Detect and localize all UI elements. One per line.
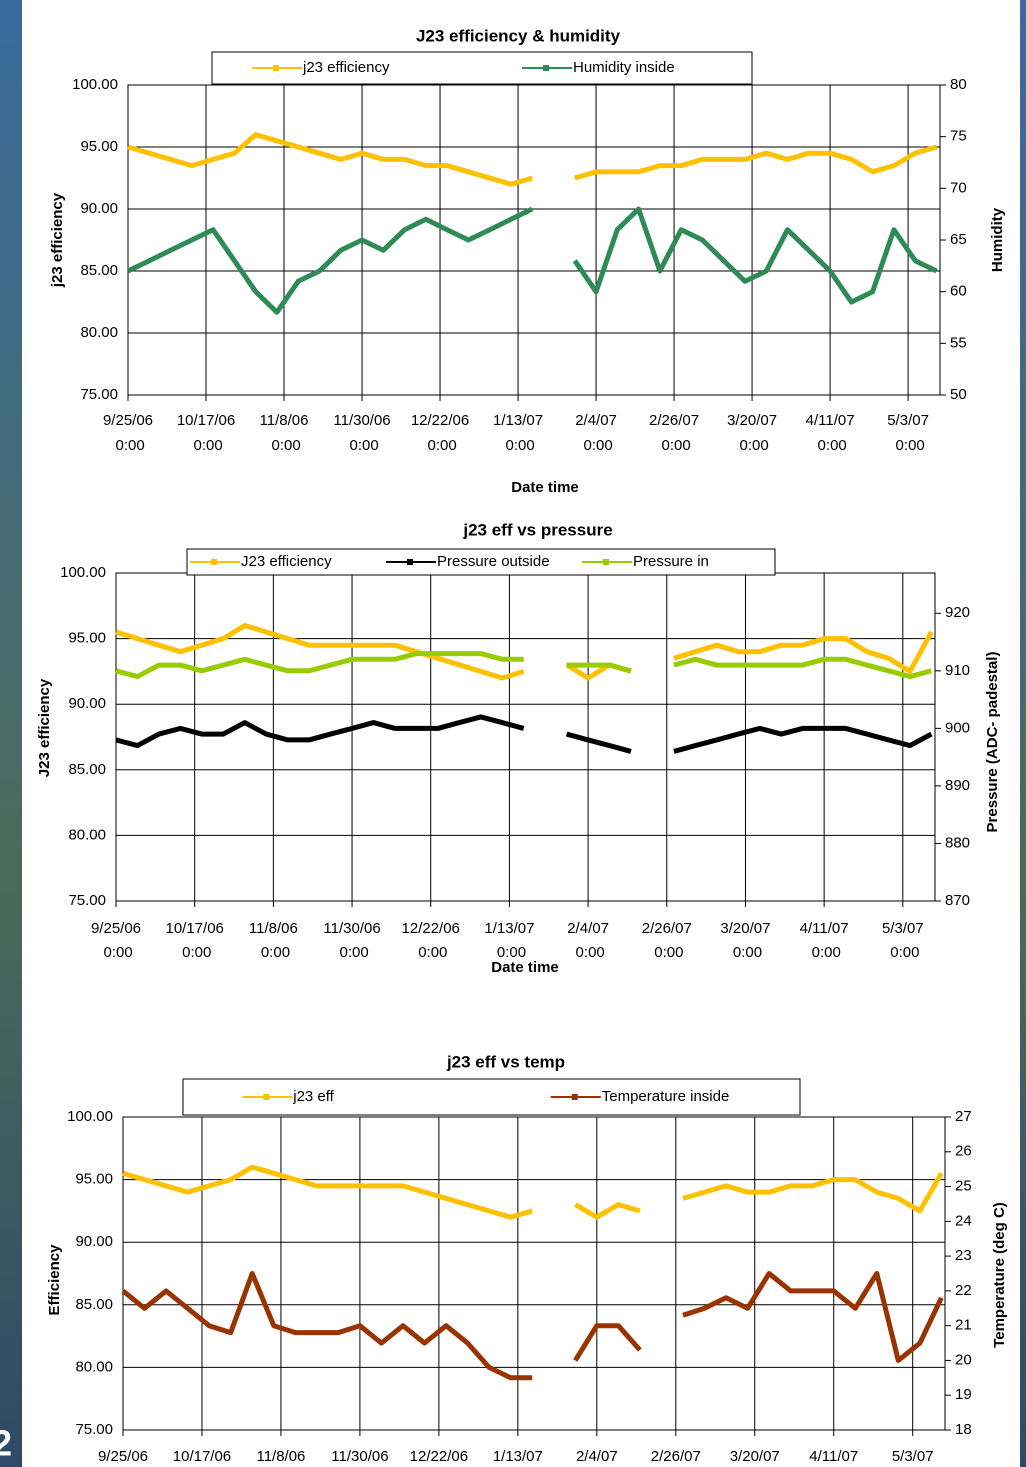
x-axis-title: Date time (491, 959, 559, 976)
y2-tick-label: 880 (945, 834, 970, 851)
legend-marker (407, 559, 413, 565)
y-tick-label: 90.00 (68, 695, 106, 712)
y-tick-label: 80.00 (68, 826, 106, 843)
y2-tick-label: 50 (950, 386, 967, 403)
chart-title: j23 eff vs pressure (462, 520, 612, 539)
x-tick-label: 3/20/07 (730, 1448, 780, 1465)
y2-tick-label: 18 (955, 1421, 972, 1438)
x-tick-label: 2/26/07 (651, 1448, 701, 1465)
y2-tick-label: 890 (945, 777, 970, 794)
y2-tick-label: 900 (945, 719, 970, 736)
legend-marker (211, 559, 217, 565)
x-tick-label: 2/4/07 (576, 1448, 618, 1465)
y2-axis-title: Humidity (989, 207, 1006, 272)
y2-tick-label: 75 (950, 128, 967, 145)
x-axis-title: Date time (511, 479, 579, 496)
y2-tick-label: 870 (945, 892, 970, 909)
x-tick-label: 9/25/06 (98, 1448, 148, 1465)
legend-label: Pressure outside (437, 553, 550, 570)
y-tick-label: 95.00 (75, 1171, 113, 1188)
x-tick-label: 1/13/07 (493, 1448, 543, 1465)
y2-tick-label: 19 (955, 1386, 972, 1403)
y-tick-label: 100.00 (72, 76, 118, 93)
chart-title: j23 eff vs temp (446, 1052, 565, 1071)
y2-tick-label: 910 (945, 662, 970, 679)
x-tick-label: 11/8/06 (256, 1448, 305, 1465)
legend-marker (273, 65, 279, 71)
y-tick-label: 100.00 (67, 1108, 113, 1125)
y-tick-label: 100.00 (60, 564, 106, 581)
legend-label: Pressure in (633, 553, 709, 570)
y-tick-label: 80.00 (80, 324, 118, 341)
legend-label: j23 eff (292, 1088, 334, 1105)
legend-marker (572, 1094, 578, 1100)
y2-tick-label: 55 (950, 334, 967, 351)
x-tick-label: 5/3/07 (892, 1448, 934, 1465)
y-tick-label: 80.00 (75, 1358, 113, 1375)
y-tick-label: 85.00 (80, 262, 118, 279)
page: 2 J23 efficiency & humidity 75.00 80.00 85.… (0, 0, 1026, 1467)
y2-axis-title: Pressure (ADC- padestal) (984, 652, 1001, 833)
y2-tick-label: 70 (950, 179, 967, 196)
x-tick-label: 10/17/06 (173, 1448, 231, 1465)
slide-number: 2 (0, 1423, 12, 1464)
y-tick-label: 95.00 (68, 630, 106, 647)
y-tick-label: 75.00 (68, 892, 106, 909)
legend-label: Humidity inside (573, 59, 675, 76)
x-tick-label: 12/22/06 (410, 1448, 468, 1465)
y2-tick-label: 26 (955, 1143, 972, 1160)
legend-marker (543, 65, 549, 71)
y2-tick-label: 22 (955, 1282, 972, 1299)
legend-label: Temperature inside (602, 1088, 730, 1105)
legend-label: J23 efficiency (241, 553, 332, 570)
y-tick-label: 90.00 (80, 200, 118, 217)
x-tick-label: 11/30/06 (331, 1448, 388, 1465)
y-axis-title: Efficiency (46, 1244, 63, 1316)
y2-tick-label: 25 (955, 1178, 972, 1195)
y-tick-label: 85.00 (68, 761, 106, 778)
y2-tick-label: 23 (955, 1247, 972, 1264)
y-tick-label: 75.00 (80, 386, 118, 403)
y2-tick-label: 65 (950, 231, 967, 248)
y-tick-label: 85.00 (75, 1296, 113, 1313)
y2-tick-label: 27 (955, 1108, 972, 1125)
y-axis-title: j23 efficiency (49, 192, 66, 288)
y2-tick-label: 21 (955, 1317, 972, 1334)
y-tick-label: 90.00 (75, 1233, 113, 1250)
y-tick-label: 95.00 (80, 138, 118, 155)
y2-axis-title: Temperature (deg C) (991, 1202, 1008, 1348)
y2-tick-label: 60 (950, 283, 967, 300)
y2-tick-label: 920 (945, 604, 970, 621)
y2-tick-label: 24 (955, 1212, 972, 1229)
y-axis-title: J23 efficiency (36, 678, 53, 777)
y2-tick-label: 20 (955, 1351, 972, 1368)
x-tick-label: 4/11/07 (809, 1448, 858, 1465)
y2-tick-label: 80 (950, 76, 967, 93)
slide: 2 J23 efficiency & humidity 75.00 80.00 85.… (0, 0, 1026, 1467)
legend-marker (603, 559, 609, 565)
legend-marker (263, 1094, 269, 1100)
legend-label: j23 efficiency (302, 59, 390, 76)
chart-title: J23 efficiency & humidity (416, 26, 621, 45)
y-tick-label: 75.00 (75, 1421, 113, 1438)
